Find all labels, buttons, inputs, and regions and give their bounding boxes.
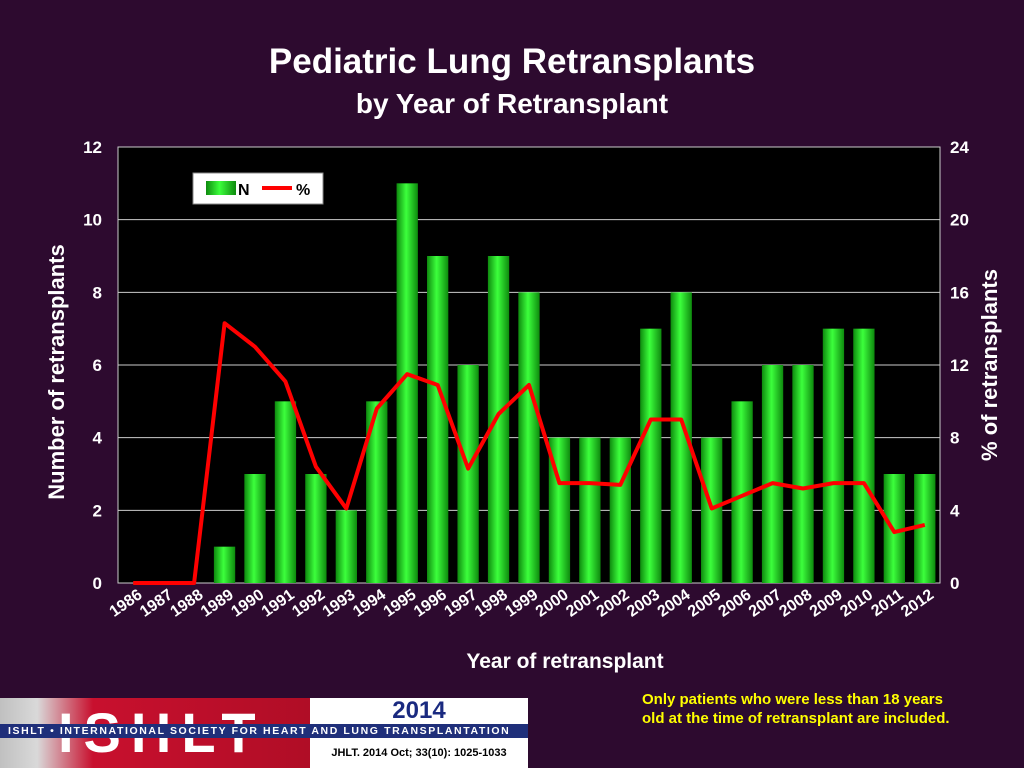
bar-1992 xyxy=(305,474,327,583)
chart-subtitle: by Year of Retransplant xyxy=(355,88,669,119)
x-tick-label: 1988 xyxy=(167,586,206,620)
bar-2003 xyxy=(640,328,662,583)
bar-1989 xyxy=(213,546,236,583)
y-axis-label: Number of retransplants xyxy=(44,244,69,500)
x-tick-label: 2006 xyxy=(715,586,754,620)
right-axis-ticks: 0 4 8 12 16 20 24 xyxy=(950,138,969,593)
x-tick-label: 1989 xyxy=(198,586,237,620)
x-axis-label: Year of retransplant xyxy=(466,650,663,673)
bar-1995 xyxy=(396,183,418,584)
banner-strip xyxy=(0,724,528,738)
bar-1999 xyxy=(518,292,540,583)
x-tick-label: 1995 xyxy=(381,586,420,620)
y-tick-label: 10 xyxy=(83,211,102,230)
x-tick-label: 1998 xyxy=(472,586,511,620)
bar-2002 xyxy=(609,437,631,583)
bar-2012 xyxy=(914,474,936,583)
x-tick-label: 2005 xyxy=(685,586,724,620)
bar-1996 xyxy=(427,256,449,583)
x-tick-label: 2010 xyxy=(837,586,876,620)
y2-tick-label: 4 xyxy=(950,501,960,520)
y2-axis-label: % of retransplants xyxy=(977,269,1002,461)
y2-tick-label: 20 xyxy=(950,211,969,230)
y2-tick-label: 12 xyxy=(950,356,969,375)
legend-swatch-n xyxy=(206,181,236,195)
x-tick-label: 2012 xyxy=(898,586,937,620)
bar-2009 xyxy=(822,328,845,583)
legend-label-n: N xyxy=(238,182,250,199)
y2-tick-label: 8 xyxy=(950,429,959,448)
banner-year: 2014 xyxy=(392,697,446,724)
y-tick-label: 12 xyxy=(83,138,102,157)
legend: N % xyxy=(192,172,324,205)
y2-tick-label: 0 xyxy=(950,574,959,593)
bar-2010 xyxy=(853,328,875,583)
x-tick-label: 2008 xyxy=(776,586,815,620)
x-tick-label: 1996 xyxy=(411,586,450,620)
banner-year-box xyxy=(310,698,528,724)
footnote-line-1: Only patients who were less than 18 year… xyxy=(642,691,943,708)
y-tick-label: 4 xyxy=(93,429,103,448)
y-tick-label: 6 xyxy=(93,356,102,375)
x-axis-ticks: 1986198719881989199019911992199319941995… xyxy=(107,586,938,620)
x-tick-label: 1999 xyxy=(502,586,541,620)
x-tick-label: 2003 xyxy=(624,586,663,620)
bar-1998 xyxy=(487,256,510,583)
y2-tick-label: 24 xyxy=(950,138,969,157)
x-tick-label: 2007 xyxy=(746,586,785,620)
x-tick-label: 1991 xyxy=(259,586,298,620)
x-tick-label: 2004 xyxy=(655,586,694,620)
x-tick-label: 2011 xyxy=(868,586,906,620)
bar-2001 xyxy=(579,437,601,583)
ishlt-banner: ISHLT 2014 ISHLT • INTERNATIONAL SOCIETY… xyxy=(0,698,528,768)
footnote-line-2: old at the time of retransplant are incl… xyxy=(642,710,950,727)
banner-org-name: ISHLT • INTERNATIONAL SOCIETY FOR HEART … xyxy=(8,725,511,737)
bar-1993 xyxy=(335,510,357,583)
bar-2006 xyxy=(731,401,753,583)
footnote: Only patients who were less than 18 year… xyxy=(642,690,1022,728)
x-tick-label: 2001 xyxy=(563,586,602,620)
bar-1994 xyxy=(366,401,388,583)
bar-2007 xyxy=(761,365,784,583)
y-tick-label: 2 xyxy=(93,501,102,520)
bar-2008 xyxy=(792,365,814,583)
x-tick-label: 2000 xyxy=(533,586,572,620)
y2-tick-label: 16 xyxy=(950,283,969,302)
y-tick-label: 0 xyxy=(93,574,102,593)
x-tick-label: 2009 xyxy=(807,586,846,620)
bar-2000 xyxy=(548,437,571,583)
chart-title: Pediatric Lung Retransplants xyxy=(268,42,756,81)
bar-2004 xyxy=(670,292,692,583)
x-tick-label: 1993 xyxy=(320,586,359,620)
banner-citation-box xyxy=(310,738,528,768)
legend-label-percent: % xyxy=(296,182,310,199)
x-tick-label: 1987 xyxy=(137,586,176,620)
line-series-percent xyxy=(133,321,926,585)
left-axis-ticks: 0 2 4 6 8 10 12 xyxy=(83,138,102,593)
bar-1997 xyxy=(457,365,479,583)
x-tick-label: 1986 xyxy=(107,586,146,620)
x-tick-label: 1992 xyxy=(289,586,328,620)
y-tick-label: 8 xyxy=(93,283,102,302)
x-tick-label: 1990 xyxy=(228,586,267,620)
bar-1991 xyxy=(274,401,297,583)
x-tick-label: 1997 xyxy=(441,586,480,620)
banner-citation: JHLT. 2014 Oct; 33(10): 1025-1033 xyxy=(331,747,507,759)
bar-1990 xyxy=(244,474,266,583)
x-tick-label: 1994 xyxy=(350,586,389,620)
x-tick-label: 2002 xyxy=(594,586,633,620)
